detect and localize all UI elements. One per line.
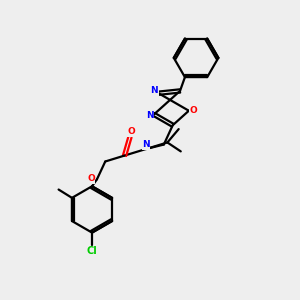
Text: O: O — [190, 106, 197, 115]
Text: N: N — [142, 140, 150, 149]
Text: N: N — [151, 86, 158, 95]
Text: Cl: Cl — [87, 246, 98, 256]
Text: N: N — [146, 111, 154, 120]
Text: O: O — [87, 174, 95, 183]
Text: O: O — [128, 127, 135, 136]
